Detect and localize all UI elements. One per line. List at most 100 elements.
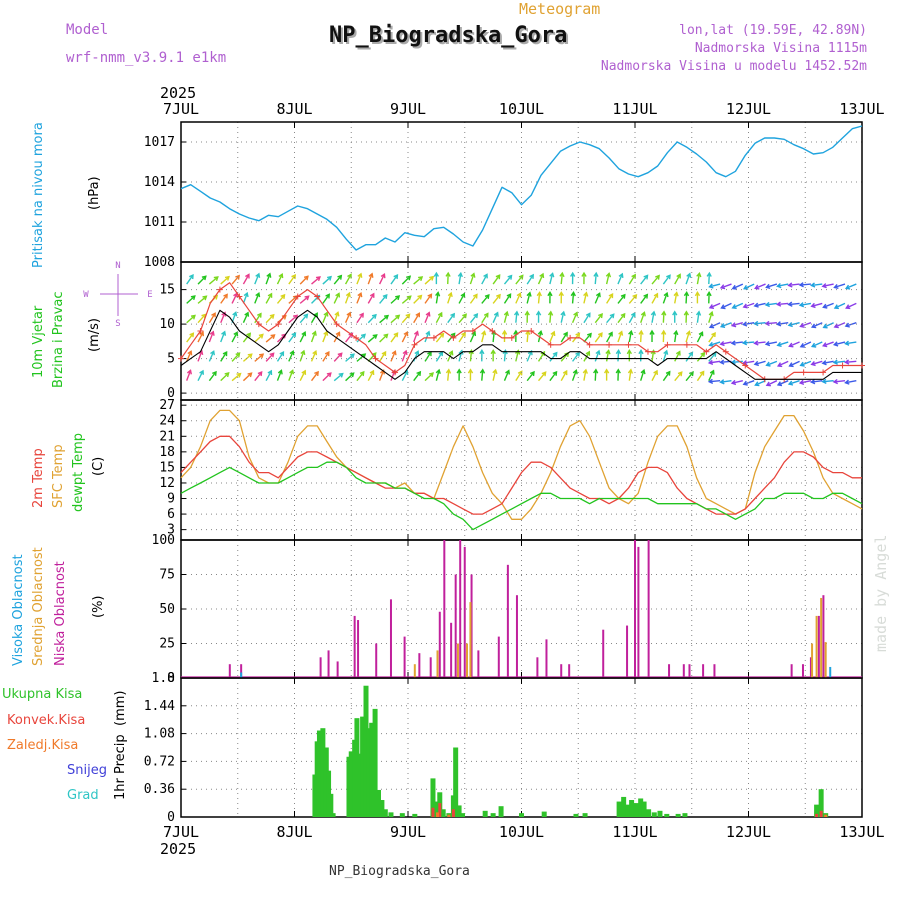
model-elevation-text: Nadmorska Visina u modelu 1452.52m: [601, 59, 867, 74]
wind-arrow-head: [337, 274, 343, 280]
wind-arrow: [435, 351, 443, 362]
wind-arrow: [220, 351, 228, 362]
wind-arrow-head: [235, 352, 241, 358]
wind-arrow-head: [281, 314, 287, 320]
wind-arrow: [811, 283, 823, 287]
wind-arrow: [833, 360, 846, 364]
wind-arrow-head: [708, 310, 714, 317]
cloud-bar-mid: [436, 650, 439, 678]
wind-arrow-head: [245, 273, 250, 279]
precip-bar-conv: [819, 810, 823, 817]
wind-arrow-head: [369, 369, 375, 376]
wind-arrow-head: [325, 293, 330, 299]
wind-arrow-head: [346, 311, 352, 317]
wind-arrow: [822, 283, 834, 287]
wind-arrow: [766, 283, 778, 288]
precip-bar-total: [348, 751, 354, 817]
wind-arrow: [231, 332, 238, 343]
wind-arrow-head: [798, 282, 804, 288]
wind-arrow-head: [706, 291, 712, 297]
wind-arrow: [390, 314, 400, 324]
wind-arrow-head: [603, 368, 610, 374]
wind-arrow-head: [425, 330, 431, 336]
cloud-bar-low: [459, 540, 462, 678]
wind-arrow-head: [255, 291, 261, 298]
wind-arrow: [242, 372, 252, 382]
wind-arrow: [322, 294, 330, 304]
wind-arrow: [299, 295, 310, 304]
y-tick-label: 1.8: [152, 671, 175, 686]
wind-arrow: [823, 322, 834, 328]
wind-arrow: [345, 353, 355, 362]
wind-arrow-head: [300, 349, 306, 356]
wind-arrow: [367, 293, 375, 304]
wind-arrow: [208, 331, 214, 343]
x-tick-label-bottom: 8JUL: [276, 823, 312, 841]
wind-arrow: [721, 302, 732, 309]
wind-arrow: [765, 341, 778, 345]
wind-arrow: [834, 302, 846, 309]
wind-arrow: [469, 331, 476, 343]
wind-arrow-head: [244, 311, 250, 317]
wind-arrow: [208, 350, 215, 362]
wind-arrow: [537, 273, 544, 285]
wind-arrow-head: [382, 293, 388, 300]
precip-bar-conv: [438, 803, 442, 817]
wind-arrow: [709, 341, 721, 346]
wind-arrow-head: [630, 311, 636, 318]
compass-w: W: [83, 290, 89, 300]
cloud-bar-low: [668, 664, 671, 678]
wind-arrow: [845, 283, 857, 289]
wind-arrow: [310, 331, 317, 343]
wind-arrow-head: [514, 349, 521, 355]
precip-bar-total: [433, 801, 439, 817]
x-tick-label-top: 7JUL: [163, 100, 199, 118]
wind-arrow: [447, 313, 455, 324]
wind-arrow: [242, 292, 248, 304]
precip-bar-total: [519, 813, 524, 817]
wind-arrow: [265, 293, 273, 304]
wind-arrow: [583, 369, 587, 381]
wind-arrow-head: [435, 291, 441, 297]
wind-arrow-head: [221, 311, 227, 317]
wind-arrow: [492, 294, 501, 304]
wind-arrow-head: [334, 311, 340, 317]
wind-arrow: [777, 360, 789, 367]
wind-arrow: [822, 379, 834, 383]
y-tick-label: 24: [159, 414, 175, 429]
wind-arrow-head: [360, 333, 366, 339]
y-tick-label: 0.36: [144, 782, 175, 797]
wind-arrow-head: [643, 293, 649, 299]
wind-arrow-head: [822, 323, 828, 329]
wind-arrow: [424, 351, 432, 362]
wind-arrow: [458, 293, 465, 304]
wind-arrow-head: [357, 291, 363, 298]
wind-arrow: [560, 332, 568, 343]
wind-arrow: [413, 276, 423, 285]
wind-arrow-head: [776, 282, 782, 289]
precip-bar-total: [360, 716, 366, 817]
wind-arrow: [788, 283, 800, 287]
wind-arrow: [435, 312, 443, 324]
wind-arrow-head: [501, 329, 508, 335]
pressure-unit: (hPa): [87, 176, 102, 210]
precip-bar-total: [490, 813, 496, 817]
wind-arrow: [197, 314, 206, 324]
wind-arrow-head: [447, 291, 453, 298]
wind-arrow: [811, 341, 823, 348]
wind-arrow-head: [573, 311, 579, 317]
wind-arrow-head: [190, 314, 196, 320]
wind-arrow-head: [278, 272, 284, 279]
y-tick-label: 9: [167, 492, 175, 507]
wind-arrow-head: [844, 379, 850, 385]
wind-unit: (m/s): [87, 318, 102, 352]
wind-arrow-head: [799, 361, 805, 367]
cloud-bar-low: [790, 664, 793, 678]
wind-arrow-head: [495, 274, 501, 280]
wind-arrow: [560, 370, 568, 382]
precip-bar-total: [363, 685, 369, 817]
y-tick-label: 18: [159, 445, 175, 460]
wind-arrow: [515, 350, 520, 362]
wind-arrow-head: [765, 283, 771, 289]
wind-arrow-head: [380, 272, 386, 279]
